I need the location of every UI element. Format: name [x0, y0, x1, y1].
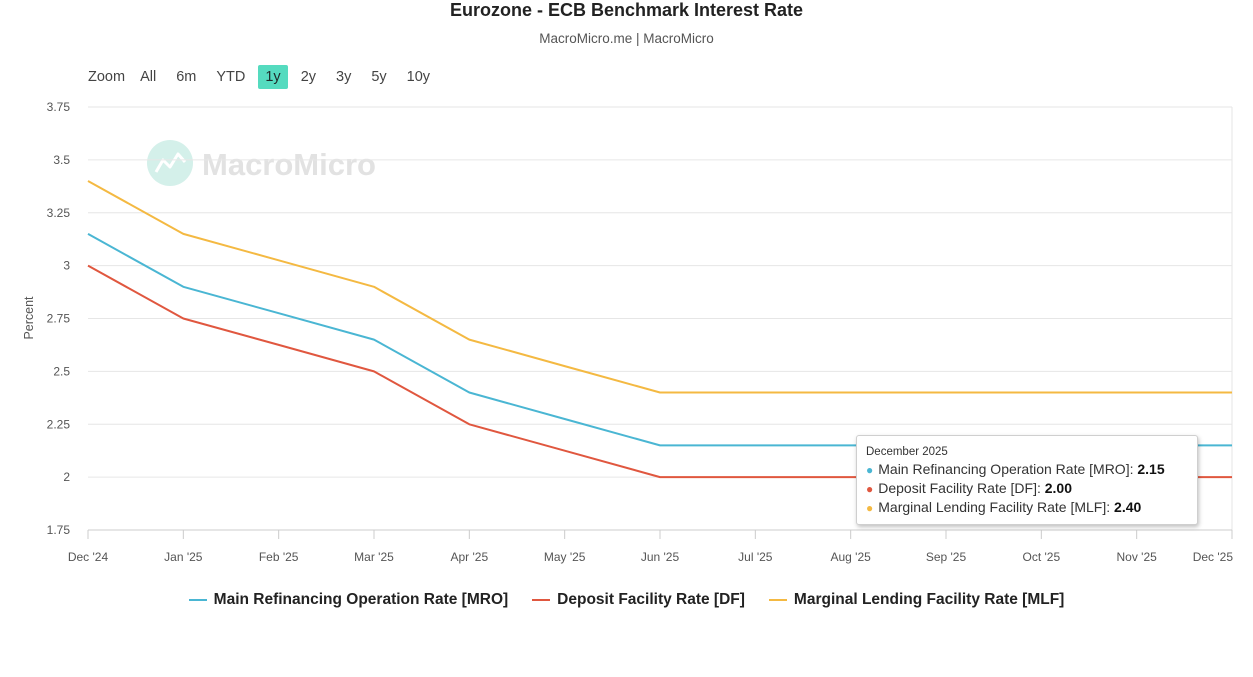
- x-tick-label: Sep '25: [926, 550, 967, 564]
- y-tick-label: 3.25: [47, 206, 71, 220]
- y-tick-label: 2.75: [47, 312, 71, 326]
- zoom-label: Zoom: [88, 69, 126, 85]
- series-line-mlf: [87, 180, 1232, 394]
- tooltip-label: Marginal Lending Facility Rate [MLF]: [878, 499, 1107, 515]
- legend-label: Marginal Lending Facility Rate [MLF]: [793, 591, 1065, 608]
- tooltip-row-mro: ● Main Refinancing Operation Rate [MRO]: …: [866, 461, 1165, 477]
- legend-label: Deposit Facility Rate [DF]: [557, 591, 745, 608]
- series-dot-icon: ●: [866, 501, 874, 515]
- legend-swatch: [768, 599, 787, 601]
- y-tick-label: 1.75: [47, 523, 71, 537]
- x-tick-label: Jul '25: [738, 550, 773, 564]
- tooltip-row-mlf: ● Marginal Lending Facility Rate [MLF]: 2…: [866, 499, 1142, 515]
- tooltip-row-df: ● Deposit Facility Rate [DF]: 2.00: [866, 480, 1072, 496]
- y-tick-label: 3: [63, 259, 70, 273]
- x-tick-label: Feb '25: [259, 550, 299, 564]
- y-tick-label: 3.75: [47, 100, 71, 114]
- range-5y-button[interactable]: 5y: [371, 69, 387, 85]
- y-tick-label: 2: [63, 470, 70, 484]
- x-tick-label: Jan '25: [164, 550, 203, 564]
- range-all-button[interactable]: All: [140, 69, 157, 85]
- range-ytd-button[interactable]: YTD: [216, 69, 246, 85]
- watermark-logo-mark: [154, 152, 187, 173]
- range-1y-button[interactable]: 1y: [258, 65, 288, 89]
- watermark-logo-icon: [147, 140, 193, 186]
- x-tick-label: Jun '25: [641, 550, 680, 564]
- x-tick-label: Aug '25: [831, 550, 872, 564]
- legend-item-mlf[interactable]: Marginal Lending Facility Rate [MLF]: [768, 591, 1065, 609]
- series-dot-icon: ●: [866, 463, 874, 477]
- legend-label: Main Refinancing Operation Rate [MRO]: [213, 591, 509, 608]
- tooltip-value: 2.40: [1114, 499, 1142, 515]
- tooltip-label: Main Refinancing Operation Rate [MRO]: [878, 461, 1130, 477]
- tooltip-value: 2.15: [1137, 461, 1165, 477]
- x-tick-label: Mar '25: [354, 550, 394, 564]
- range-10y-button[interactable]: 10y: [406, 69, 431, 85]
- tooltip-date: December 2025: [866, 446, 948, 458]
- legend-item-mro[interactable]: Main Refinancing Operation Rate [MRO]: [188, 591, 509, 609]
- y-tick-label: 2.5: [53, 364, 70, 378]
- x-tick-label: May '25: [544, 550, 586, 564]
- y-tick-label: 3.5: [53, 153, 70, 167]
- legend-item-df[interactable]: Deposit Facility Rate [DF]: [532, 591, 745, 609]
- x-tick-label: Dec '24: [68, 550, 109, 564]
- tooltip-label: Deposit Facility Rate [DF]: [878, 480, 1037, 496]
- y-tick-label: 2.25: [47, 417, 71, 431]
- series-dot-icon: ●: [866, 482, 874, 496]
- range-6m-button[interactable]: 6m: [176, 69, 197, 85]
- range-selector: Zoom All 6m YTD 1y 2y 3y 5y 10y: [82, 65, 443, 89]
- x-tick-label: Dec '25: [1193, 550, 1234, 564]
- chart-subtitle: MacroMicro.me | MacroMicro: [539, 31, 714, 46]
- watermark-text: MacroMicro: [202, 147, 376, 182]
- legend-swatch: [532, 599, 551, 601]
- tooltip: December 2025 ● Main Refinancing Operatio…: [856, 435, 1198, 525]
- legend-swatch: [188, 599, 207, 601]
- y-axis-title: Percent: [22, 296, 36, 340]
- range-2y-button[interactable]: 2y: [300, 69, 317, 85]
- legend: Main Refinancing Operation Rate [MRO] De…: [0, 591, 1253, 609]
- x-tick-label: Apr '25: [451, 550, 489, 564]
- chart-title: Eurozone - ECB Benchmark Interest Rate: [449, 0, 804, 20]
- x-tick-label: Nov '25: [1117, 550, 1158, 564]
- tooltip-value: 2.00: [1044, 480, 1072, 496]
- range-3y-button[interactable]: 3y: [336, 69, 352, 85]
- x-tick-label: Oct '25: [1023, 550, 1061, 564]
